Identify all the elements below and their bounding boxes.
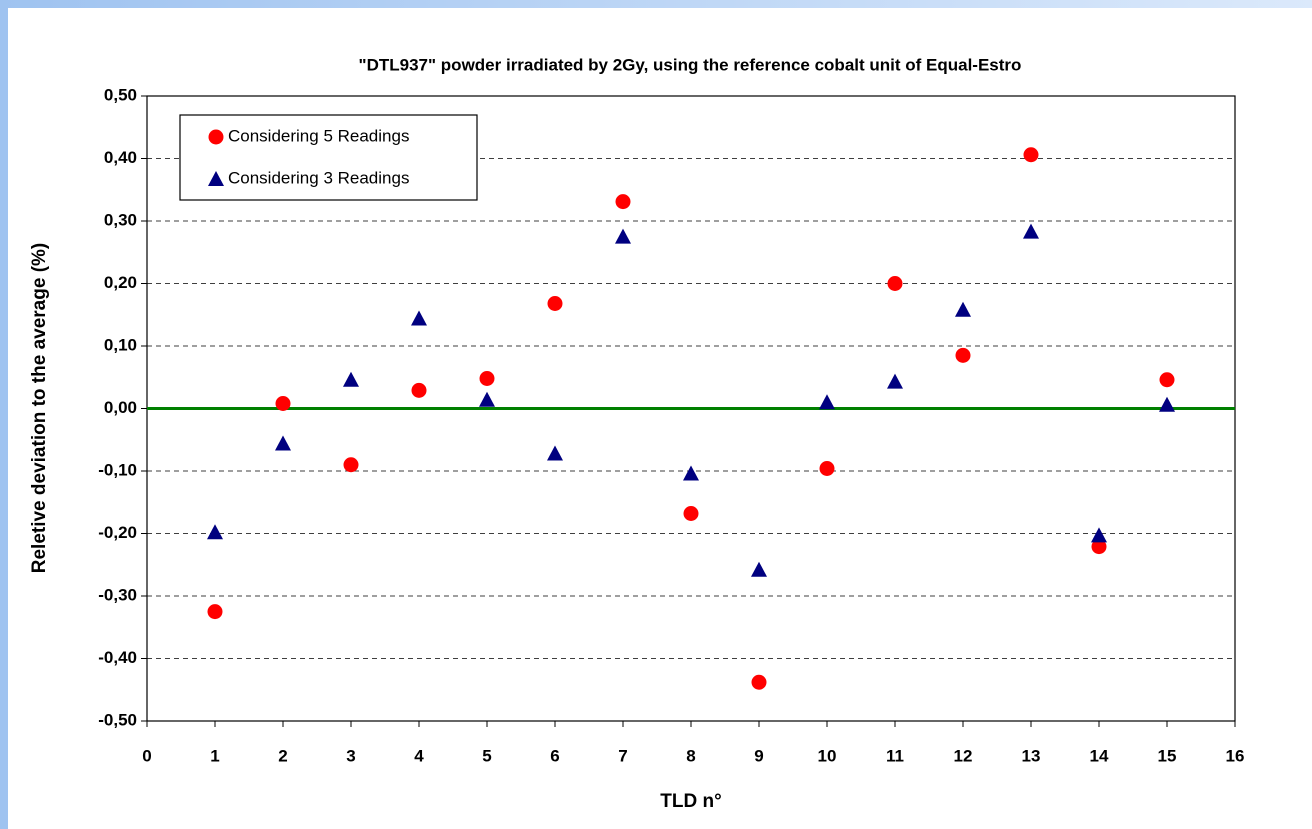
point: [411, 382, 427, 398]
x-tick-label: 10: [818, 746, 837, 765]
legend-marker: [208, 129, 224, 145]
x-tick-label: 3: [346, 746, 355, 765]
x-tick-label: 5: [482, 746, 491, 765]
y-tick-label: -0,50: [98, 710, 137, 729]
point: [1091, 539, 1107, 555]
point: [683, 465, 699, 481]
point: [1159, 396, 1175, 412]
x-tick-label: 11: [886, 746, 904, 765]
y-tick-label: 0,10: [104, 335, 137, 354]
x-tick-label: 6: [550, 746, 559, 765]
point: [1023, 147, 1039, 163]
x-tick-label: 2: [278, 746, 287, 765]
x-tick-label: 9: [754, 746, 763, 765]
y-tick-label: 0,40: [104, 148, 137, 167]
x-tick-label: 0: [142, 746, 151, 765]
point: [819, 394, 835, 410]
point: [819, 461, 835, 476]
point: [343, 457, 359, 473]
point: [1023, 223, 1039, 239]
point: [1159, 372, 1175, 388]
point: [955, 301, 971, 317]
x-axis-label: TLD n°: [660, 791, 721, 812]
point: [683, 506, 699, 521]
x-tick-label: 16: [1226, 746, 1245, 765]
x-tick-label: 8: [686, 746, 695, 765]
x-tick-label: 13: [1022, 746, 1041, 765]
point: [411, 310, 427, 326]
y-tick-label: 0,20: [104, 273, 137, 292]
x-tick-label: 1: [210, 746, 219, 765]
point: [751, 674, 767, 690]
legend-box: [179, 114, 478, 201]
point: [887, 276, 903, 291]
x-tick-label: 14: [1090, 746, 1109, 765]
point: [751, 561, 767, 577]
point: [615, 228, 631, 244]
point: [275, 396, 291, 411]
point: [955, 347, 971, 363]
x-tick-label: 12: [954, 746, 973, 765]
y-axis-label: Reletive deviation to the average (%): [29, 243, 50, 574]
y-tick-label: -0,30: [98, 585, 137, 604]
point: [207, 604, 223, 620]
point: [479, 371, 495, 386]
point: [1091, 527, 1107, 543]
point: [547, 445, 563, 461]
point: [479, 391, 495, 407]
chart-title: "DTL937" powder irradiated by 2Gy, using…: [359, 55, 1022, 74]
y-tick-label: 0,30: [104, 210, 137, 229]
point: [547, 296, 563, 311]
x-tick-label: 7: [618, 746, 627, 765]
point: [275, 435, 291, 451]
legend-label: Considering 3 Readings: [228, 168, 409, 187]
legend-label: Considering 5 Readings: [228, 126, 409, 145]
point: [887, 373, 903, 389]
x-tick-label: 15: [1158, 746, 1177, 765]
legend-marker: [208, 171, 224, 186]
y-tick-label: -0,40: [98, 648, 137, 667]
point: [615, 194, 631, 210]
y-tick-label: 0,00: [104, 398, 137, 417]
y-tick-label: -0,20: [98, 523, 137, 542]
point: [343, 371, 359, 387]
point: [207, 524, 223, 540]
y-tick-label: -0,10: [98, 460, 137, 479]
y-tick-label: 0,50: [104, 85, 137, 104]
x-tick-label: 4: [414, 746, 424, 765]
